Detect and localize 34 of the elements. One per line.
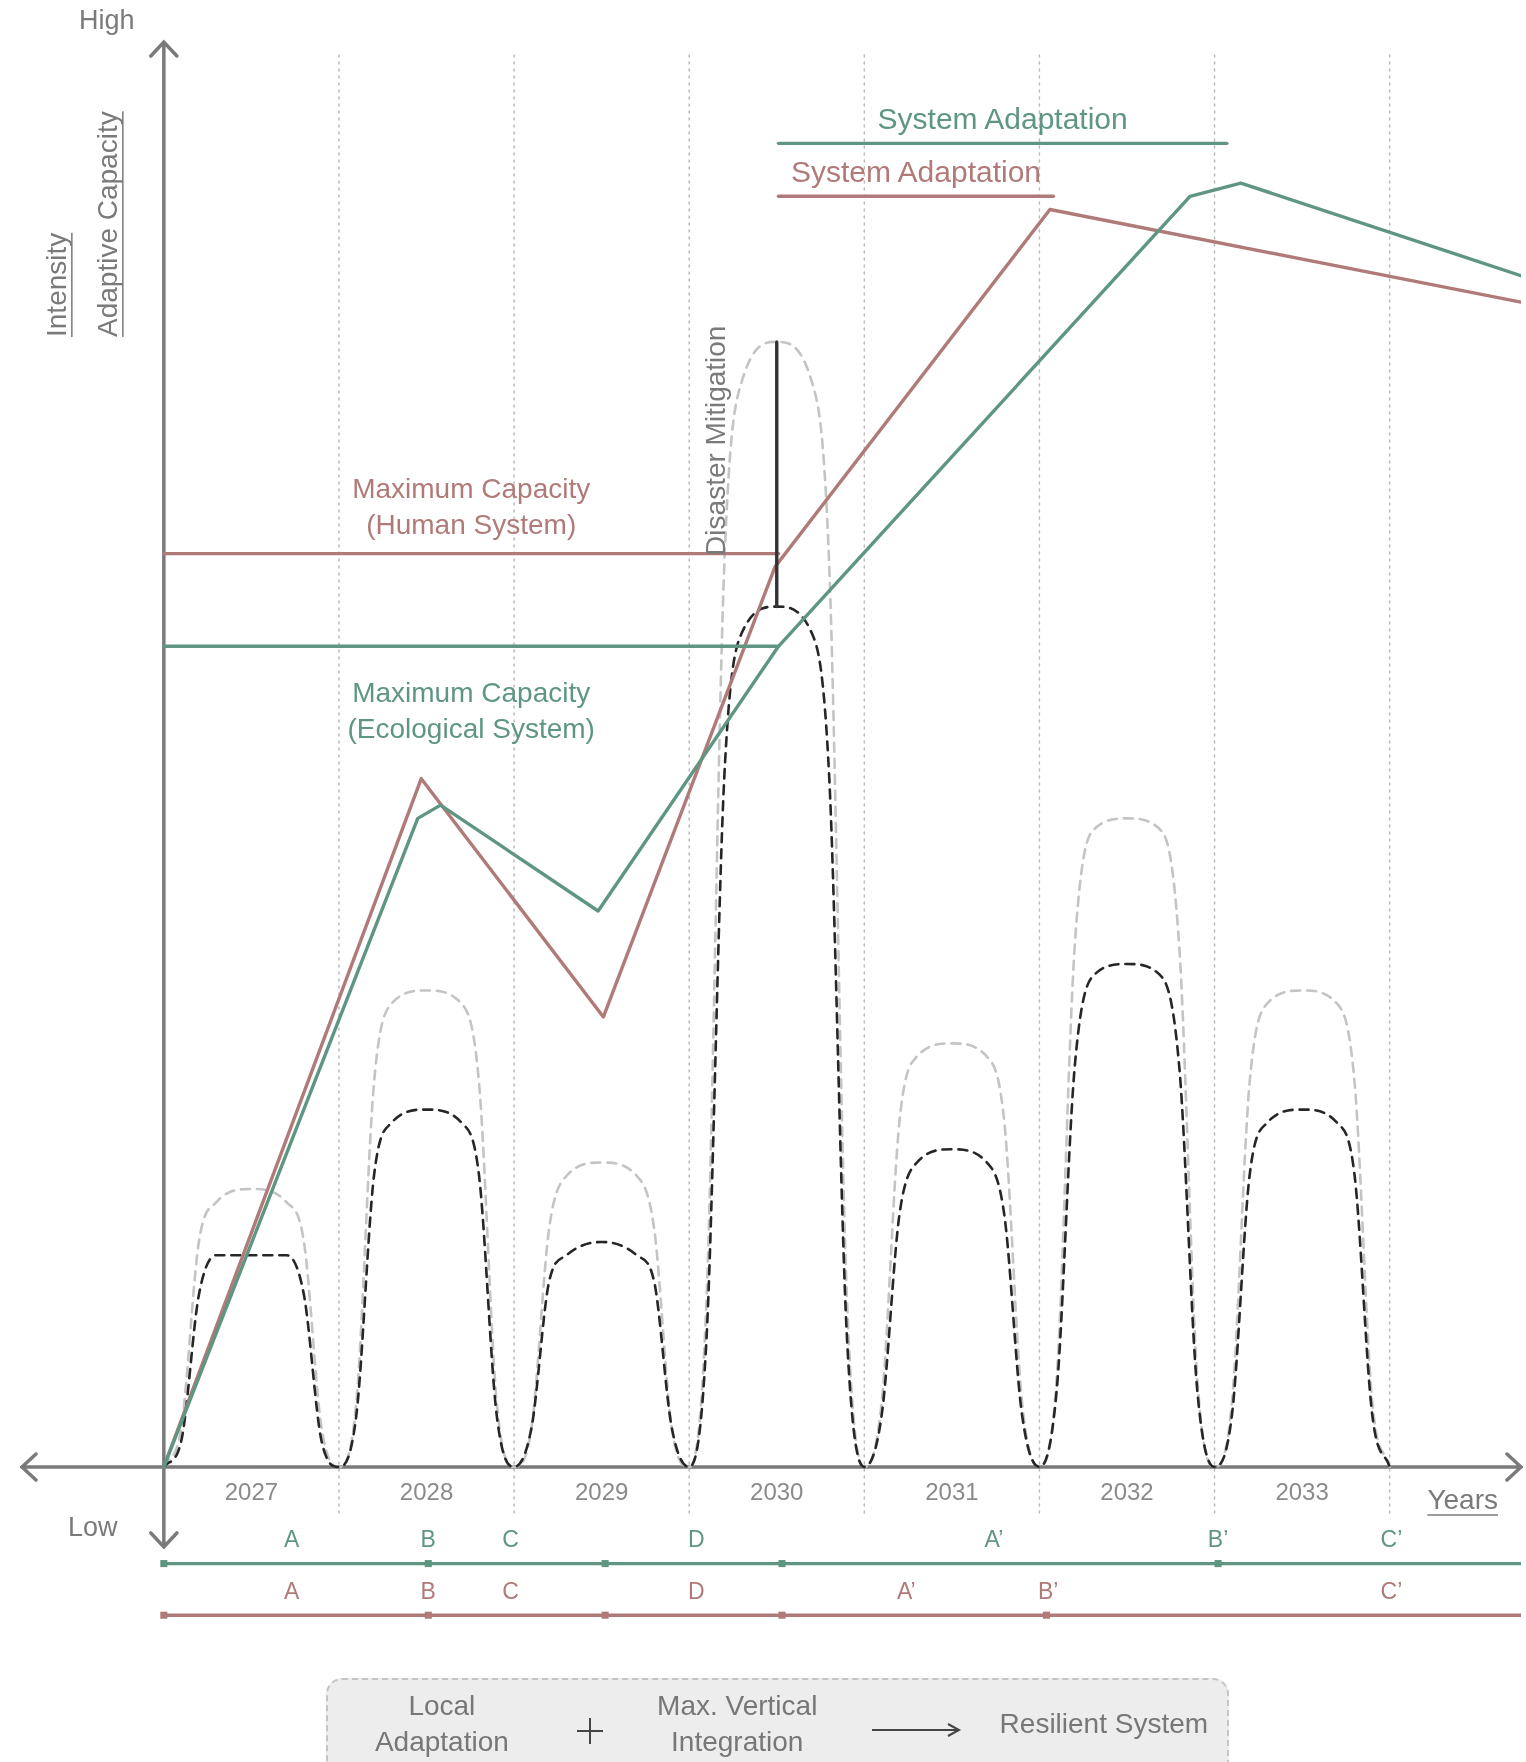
annotation: Disaster Mitigation	[699, 325, 731, 556]
annotation: D	[687, 1577, 705, 1604]
text: Resilient System	[999, 1707, 1209, 1741]
x-axis-title: Years	[1427, 1483, 1498, 1515]
annotation: C	[502, 1577, 519, 1604]
annotation: A’	[984, 1525, 1004, 1552]
annotation: C’	[1380, 1577, 1403, 1604]
series-label: System Adaptation	[877, 102, 1128, 136]
text: High	[79, 5, 135, 36]
y-axis-title: Intensity	[40, 232, 72, 337]
annotation: D	[687, 1525, 705, 1552]
x-tick-label: 2031	[925, 1477, 979, 1505]
x-tick-label: 2028	[399, 1477, 454, 1505]
series-label: System Adaptation	[790, 155, 1042, 189]
annotation: A	[284, 1577, 301, 1604]
x-tick-label: 2032	[1100, 1477, 1154, 1505]
x-tick-label: 2027	[224, 1477, 279, 1505]
annotation: B	[420, 1525, 436, 1552]
series-label: Maximum Capacity (Human System)	[352, 472, 591, 540]
annotation: B	[420, 1577, 436, 1604]
x-tick-label: 2033	[1275, 1477, 1329, 1505]
x-tick-label: 2030	[750, 1477, 804, 1505]
annotation: C	[502, 1525, 519, 1552]
annotation: B’	[1207, 1525, 1229, 1552]
text: Local Adaptation	[373, 1689, 510, 1759]
annotation: C’	[1380, 1525, 1403, 1552]
annotation: A	[284, 1525, 301, 1552]
text: Max. Vertical Integration	[656, 1689, 819, 1759]
x-tick-label: 2029	[574, 1477, 629, 1505]
annotation: Adaptive Capacity	[91, 111, 123, 337]
annotation: Low	[68, 1512, 119, 1543]
annotation: B’	[1037, 1577, 1059, 1604]
annotation: A’	[896, 1577, 916, 1604]
series-label: Maximum Capacity (Ecological System)	[347, 677, 595, 745]
